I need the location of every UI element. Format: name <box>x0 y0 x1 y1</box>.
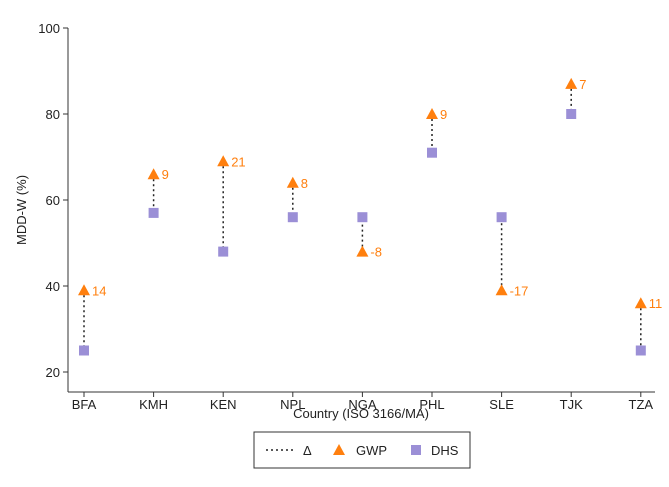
y-tick-label: 80 <box>46 107 60 122</box>
x-tick-label: SLE <box>489 397 514 412</box>
y-tick-label: 40 <box>46 279 60 294</box>
dhs-point <box>287 212 298 223</box>
difference-label: -8 <box>370 245 382 260</box>
x-tick-label: TZA <box>629 397 654 412</box>
x-tick-label: PHL <box>419 397 444 412</box>
gwp-point <box>78 284 90 296</box>
dhs-point <box>496 212 507 223</box>
x-tick-label: TJK <box>560 397 583 412</box>
difference-label: 21 <box>231 154 245 169</box>
x-tick-label: KEN <box>210 397 237 412</box>
x-tick-label: BFA <box>72 397 97 412</box>
x-tick-label: NGA <box>348 397 377 412</box>
x-tick-label: NPL <box>280 397 305 412</box>
difference-label: 7 <box>579 77 586 92</box>
x-axis-ticks: BFA KMH KEN NPL NGA PHL SLE TJK TZA <box>72 392 654 412</box>
gwp-point <box>217 155 230 167</box>
legend-dhs-square-icon <box>411 445 421 455</box>
dhs-point <box>427 147 437 158</box>
difference-label: 11 <box>649 296 663 311</box>
difference-label: 9 <box>162 167 169 182</box>
legend-gwp-label: GWP <box>356 443 387 458</box>
x-axis-title: Country (ISO 3166/MA) <box>293 406 429 421</box>
difference-label: 8 <box>301 176 308 191</box>
y-tick-label: 60 <box>46 193 60 208</box>
gwp-point <box>356 245 369 257</box>
gwp-series <box>78 77 647 309</box>
difference-labels: 14 9 21 8 -8 9 -17 7 11 <box>92 77 662 311</box>
dhs-series <box>79 109 646 356</box>
dhs-point <box>357 212 368 223</box>
gwp-point <box>426 108 438 119</box>
gwp-point <box>286 176 299 188</box>
difference-label: 9 <box>440 107 447 122</box>
dhs-point <box>566 109 577 119</box>
legend-box <box>253 431 471 469</box>
y-axis-ticks: 20 40 60 80 100 <box>38 21 68 380</box>
gwp-point <box>495 284 508 296</box>
dhs-point <box>635 345 646 356</box>
y-tick-label: 20 <box>46 365 60 380</box>
legend-dhs-label: DHS <box>431 443 459 458</box>
gwp-point <box>565 77 578 89</box>
dhs-point <box>79 345 89 356</box>
y-tick-label: 100 <box>38 21 60 36</box>
legend: Δ GWP DHS <box>253 431 471 469</box>
gwp-point <box>147 168 160 180</box>
y-axis-title: MDD-W (%) <box>14 175 29 245</box>
dhs-point <box>218 246 229 257</box>
difference-label: 14 <box>92 283 106 298</box>
x-tick-label: KMH <box>139 397 168 412</box>
dhs-point <box>148 207 159 218</box>
legend-delta-label: Δ <box>303 443 312 458</box>
gwp-point <box>634 297 647 309</box>
legend-gwp-triangle-icon <box>333 444 345 455</box>
difference-label: -17 <box>510 283 529 298</box>
